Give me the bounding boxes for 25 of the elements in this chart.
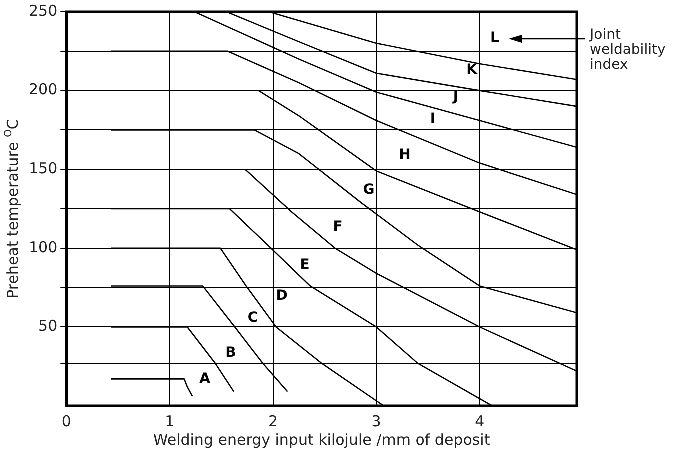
x-tick-label: 3 <box>372 412 382 430</box>
annotation: L <box>490 30 500 46</box>
annotation: F <box>332 219 344 235</box>
y-tick-label: 200 <box>28 80 58 99</box>
x-axis-title: Welding energy input kilojule /mm of deposit <box>153 430 490 449</box>
annotation: D <box>275 288 289 304</box>
y-tick-label: 150 <box>28 159 58 178</box>
x-tick-label: 4 <box>475 412 485 430</box>
x-tick-label: 0 <box>62 412 72 430</box>
x-tick-label: 2 <box>268 412 278 430</box>
annotation: A <box>198 371 212 387</box>
annotation: H <box>398 147 412 163</box>
annotation: G <box>362 182 376 198</box>
y-tick-label: 100 <box>28 238 58 256</box>
annotation: J <box>452 89 460 105</box>
annotation: K <box>466 62 479 78</box>
text: Joint weldability index <box>590 27 667 73</box>
y-axis-title: Preheat temperature OC <box>4 119 22 299</box>
annotation: I <box>429 111 437 127</box>
annotation: C <box>246 310 260 326</box>
y-tick-label: 50 <box>38 317 58 336</box>
annotation: E <box>299 257 311 273</box>
y-tick-label: 250 <box>28 2 58 20</box>
annotation: B <box>224 345 238 361</box>
x-tick-label: 1 <box>165 412 175 430</box>
